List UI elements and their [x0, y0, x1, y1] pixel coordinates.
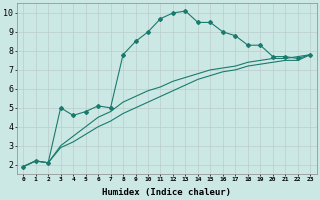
X-axis label: Humidex (Indice chaleur): Humidex (Indice chaleur) [102, 188, 231, 197]
